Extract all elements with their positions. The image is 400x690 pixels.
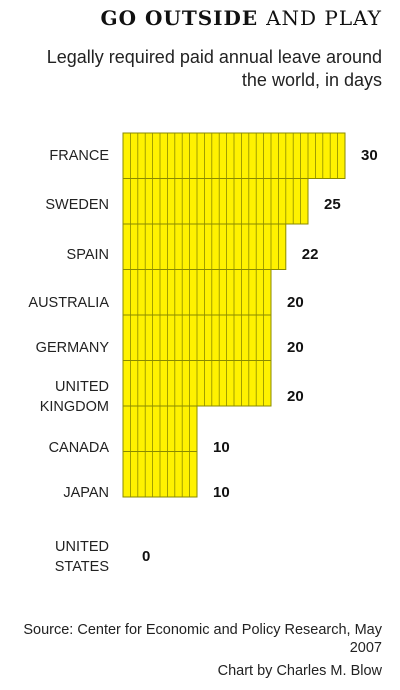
value-label: 30 bbox=[361, 147, 378, 164]
chart-title: GO OUTSIDE AND PLAY bbox=[101, 6, 383, 30]
value-label: 0 bbox=[142, 548, 150, 565]
bar bbox=[122, 314, 272, 361]
bar bbox=[122, 360, 272, 407]
bar bbox=[122, 223, 287, 270]
category-label: GERMANY bbox=[36, 340, 110, 356]
labels-group: FRANCE 30 SWEDEN 25 SPAIN 22 AUSTRALIA 20 GERMAN… bbox=[28, 147, 377, 575]
bar bbox=[122, 405, 198, 452]
bar bbox=[122, 132, 346, 179]
value-label: 20 bbox=[287, 339, 304, 356]
bar bbox=[122, 269, 272, 316]
bar bbox=[122, 451, 198, 498]
category-label: UNITED STATES bbox=[55, 539, 109, 575]
category-label: SPAIN bbox=[67, 247, 109, 263]
value-label: 25 bbox=[324, 196, 341, 213]
chart-subtitle: Legally required paid annual leave aroun… bbox=[46, 47, 382, 90]
value-label: 22 bbox=[302, 246, 319, 263]
bar bbox=[122, 178, 309, 225]
bars-group bbox=[122, 132, 346, 498]
chart-footer: Source: Center for Economic and Policy R… bbox=[22, 621, 382, 680]
value-label: 20 bbox=[287, 388, 304, 405]
bar-chart: FRANCE 30 SWEDEN 25 SPAIN 22 AUSTRALIA 20 GERMAN… bbox=[28, 132, 378, 575]
title-light: AND PLAY bbox=[266, 6, 382, 30]
title-bold: GO OUTSIDE bbox=[100, 6, 259, 30]
value-label: 20 bbox=[287, 294, 304, 311]
chart-credit: Chart by Charles M. Blow bbox=[217, 663, 382, 679]
category-label: AUSTRALIA bbox=[28, 295, 109, 311]
category-label: FRANCE bbox=[49, 148, 109, 164]
category-label: UNITED KINGDOM bbox=[40, 379, 109, 415]
value-label: 10 bbox=[213, 439, 230, 456]
category-label: SWEDEN bbox=[45, 197, 109, 213]
value-label: 10 bbox=[213, 484, 230, 501]
source-note: Source: Center for Economic and Policy R… bbox=[23, 622, 382, 656]
category-label: CANADA bbox=[49, 440, 110, 456]
category-label: JAPAN bbox=[63, 485, 109, 501]
